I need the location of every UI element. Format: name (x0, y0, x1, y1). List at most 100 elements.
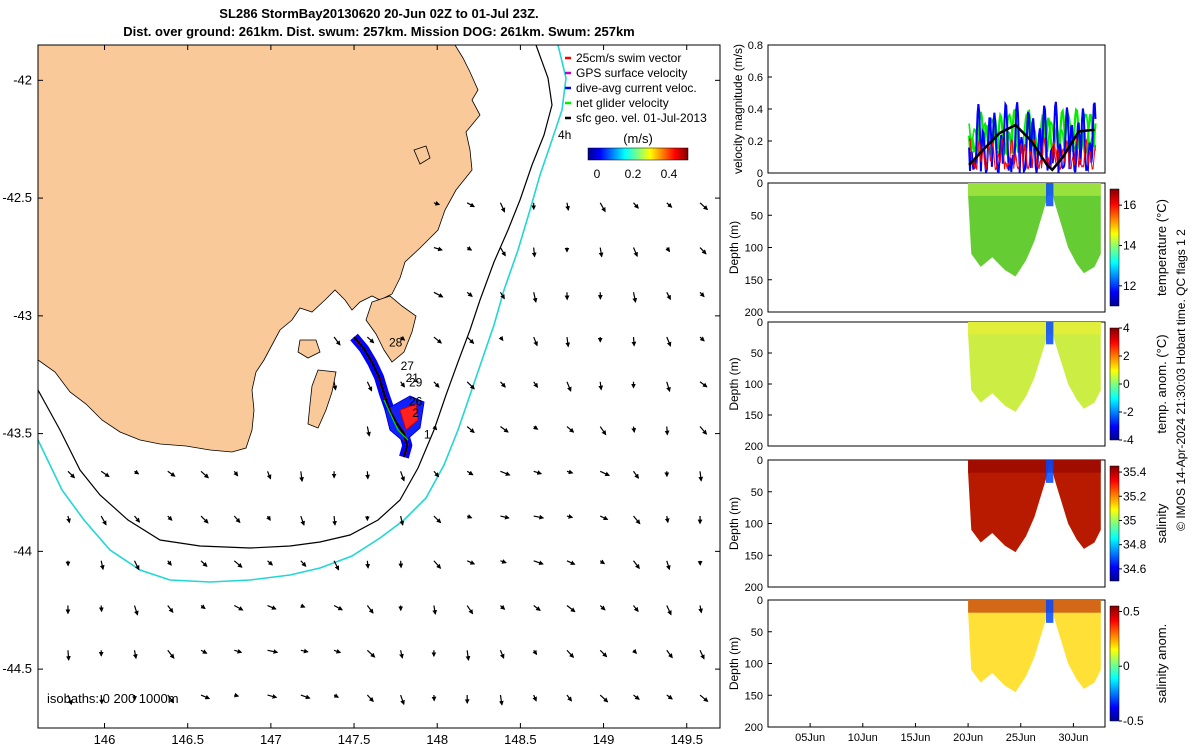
colorbar-label: temperature (°C) (1154, 199, 1169, 296)
velocity-arrow (599, 202, 606, 213)
velocity-arrow (666, 381, 671, 393)
velocity-arrow (200, 560, 208, 567)
velocity-arrow (466, 291, 473, 297)
velocity-arrow (200, 515, 209, 524)
section-y-tick-label: 50 (751, 627, 763, 639)
track-line (353, 336, 409, 458)
velocity-y-tick-label: 0.2 (748, 136, 763, 148)
map-subtitle: Dist. over ground: 261km. Dist. swum: 25… (123, 24, 635, 39)
velocity-arrow (433, 470, 440, 478)
velocity-series-swim (968, 137, 1096, 171)
velocity-arrow (466, 605, 474, 615)
net-glider-velocity-track (383, 399, 409, 441)
velocity-arrow (432, 605, 438, 615)
velocity-arrow (666, 292, 671, 301)
colorbar-label: temp. anom. (°C) (1154, 334, 1169, 433)
velocity-arrow (200, 694, 211, 700)
velocity-arrow (167, 694, 175, 704)
velocity-arrow (466, 246, 473, 251)
velocity-arrow (499, 291, 505, 300)
velocity-arrow (433, 560, 442, 569)
map-x-tick-label: 149.5 (670, 732, 703, 747)
track-day-label: 1 (424, 427, 431, 441)
velocity-arrow (498, 335, 504, 342)
velocity-arrow (666, 694, 673, 700)
velocity-arrow (533, 425, 539, 430)
velocity-arrow (466, 381, 475, 390)
map-y-tick-label: -42.5 (2, 190, 32, 205)
velocity-arrow (100, 470, 110, 478)
velocity-arrow (566, 469, 574, 475)
velocity-arrow (666, 202, 673, 208)
time-x-tick-label: 30Jun (1058, 732, 1088, 744)
isobath-label: isobaths: 0 200 1000m (47, 691, 179, 706)
colorbar-tick-label: 35 (1123, 513, 1137, 527)
velocity-arrow (634, 740, 643, 744)
velocity-arrow (433, 201, 441, 206)
section-panel-4: 0 50 100 150 200 Depth (m) 34.6 34.8 35 35.2 35.4 s… (727, 455, 1169, 594)
surface-velocity-arrows (65, 201, 709, 749)
map-y-tick-label: -42 (13, 72, 32, 87)
velocity-arrow (499, 247, 506, 257)
velocity-arrow (500, 470, 511, 476)
map-y-ticks: -42 -42.5 -43 -43.5 -44 -44.5 (2, 72, 720, 676)
velocity-arrow (99, 694, 104, 705)
velocity-arrow (134, 515, 141, 523)
velocity-arrow (466, 426, 475, 434)
section-anomaly-notch (1046, 183, 1054, 207)
velocity-arrow (599, 649, 608, 658)
velocity-arrow (300, 515, 305, 526)
velocity-arrow (664, 515, 670, 524)
legend-label: sfc geo. vel. 01-Jul-2013 (576, 111, 707, 125)
velocity-arrow (500, 559, 507, 564)
velocity-arrow (665, 246, 671, 253)
velocity-arrow (699, 426, 708, 435)
velocity-arrow (633, 694, 640, 700)
velocity-arrow (666, 336, 672, 347)
velocity-arrow (167, 649, 175, 659)
velocity-arrow (599, 515, 609, 521)
velocity-arrow (699, 291, 705, 298)
velocity-arrow (499, 381, 506, 388)
time-x-tick-label: 20Jun (953, 732, 983, 744)
section-y-tick-label: 150 (745, 275, 763, 287)
velocity-arrow (533, 514, 545, 520)
velocity-arrow (633, 202, 639, 209)
velocity-arrow (68, 740, 75, 745)
velocity-arrow (499, 202, 506, 213)
section-axes (767, 459, 1106, 588)
velocity-arrow (399, 515, 405, 526)
track-day-label: 28 (389, 335, 403, 349)
velocity-arrow (533, 381, 539, 388)
annotation-4h: 4h (558, 128, 571, 142)
section-anomaly-notch (1046, 460, 1054, 483)
velocity-arrow (401, 740, 405, 749)
velocity-arrow (299, 471, 304, 483)
velocity-arrow (699, 694, 709, 703)
section-surface-layer (968, 600, 1101, 613)
section-anomaly-notch (1046, 600, 1054, 623)
section-ylabel: Depth (m) (727, 357, 741, 410)
map-x-tick-label: 146 (94, 732, 116, 747)
velocity-arrow (333, 648, 342, 654)
velocity-arrow (234, 740, 240, 744)
velocity-arrow (566, 426, 575, 433)
velocity-y-tick-label: 0.4 (748, 104, 763, 116)
velocity-arrow (67, 694, 73, 706)
colorbar-tick-label: 14 (1123, 238, 1137, 252)
land-peninsula-2 (297, 339, 321, 359)
map-x-tick-label: 148 (426, 732, 448, 747)
section-y-tick-label: 200 (745, 582, 763, 594)
section-colorbar (1109, 605, 1120, 722)
velocity-arrow (266, 515, 271, 522)
section-anomaly-notch (1046, 322, 1054, 345)
velocity-arrow (100, 515, 107, 526)
colorbar-tick-label: 34.8 (1123, 538, 1147, 552)
map-x-ticks: 146 146.5 147 147.5 148 148.5 149 149.5 (94, 45, 703, 747)
velocity-arrow (599, 559, 606, 565)
section-surface-layer (968, 183, 1101, 196)
time-x-tick-label: 15Jun (900, 732, 930, 744)
section-colorbar (1109, 465, 1120, 582)
